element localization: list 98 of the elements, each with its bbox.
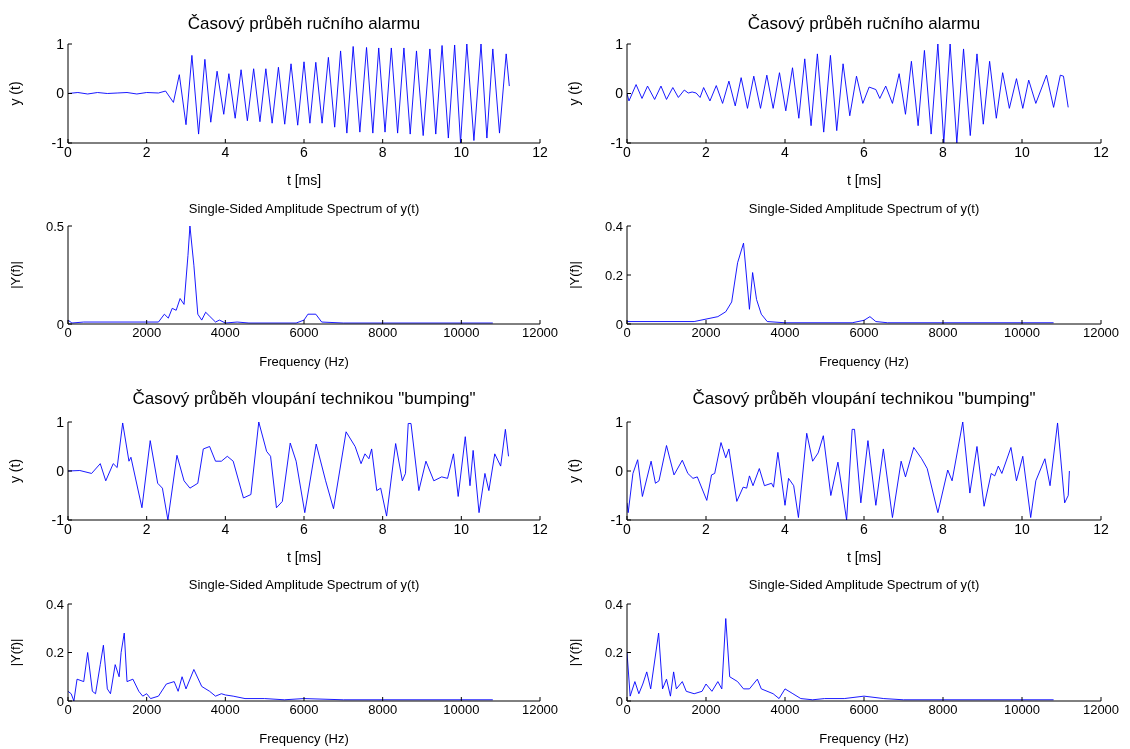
x-tick-label: 2	[142, 143, 151, 160]
line-series	[627, 618, 1055, 701]
y-tick-label: 1	[615, 35, 624, 52]
x-tick-label: 6	[860, 520, 869, 537]
y-tick-label: 0	[56, 462, 65, 479]
x-tick-label: 6000	[289, 702, 319, 718]
y-tick-label: -1	[51, 511, 65, 528]
x-tick-label: 12000	[521, 325, 559, 341]
y-axis-title: y (t)	[6, 81, 23, 106]
y-tick-label: 0.4	[45, 596, 64, 612]
y-tick-label: 0.2	[604, 645, 623, 661]
x-tick-label: 6	[300, 520, 309, 537]
x-tick-label: 8000	[928, 325, 958, 341]
x-tick-label: 10000	[1003, 702, 1041, 718]
x-tick-label: 2000	[691, 702, 721, 718]
chart-title: Časový průběh ručního alarmu	[746, 14, 982, 34]
x-tick-label: 8000	[368, 325, 398, 341]
x-axis-title: t [ms]	[846, 172, 882, 188]
x-tick-label: 10000	[1003, 325, 1041, 341]
x-tick-label: 2000	[132, 702, 162, 718]
x-tick-label: 4000	[210, 325, 240, 341]
line-series	[68, 632, 494, 701]
y-axis-title: y (t)	[565, 458, 582, 484]
y-tick-label: 0.4	[604, 596, 623, 612]
y-axis-title: y (t)	[565, 81, 582, 106]
x-tick-label: 2	[702, 520, 711, 537]
x-tick-label: 12	[532, 520, 548, 537]
x-tick-label: 8000	[368, 702, 398, 718]
x-axis-title: Frequency (Hz)	[259, 731, 349, 746]
x-tick-label: 10	[1014, 520, 1030, 537]
x-tick-label: 4	[221, 143, 230, 160]
chart-title: Časový průběh vloupání technikou "bumping"	[691, 389, 1037, 409]
x-tick-label: 6	[300, 143, 309, 160]
y-tick-label: 0	[615, 462, 624, 479]
x-tick-label: 4	[781, 143, 790, 160]
y-tick-label: 1	[615, 413, 624, 430]
x-tick-label: 12	[532, 143, 548, 160]
x-tick-label: 10	[1014, 143, 1030, 160]
x-axis-title: t [ms]	[846, 549, 882, 565]
x-tick-label: 12	[1093, 143, 1109, 160]
y-axis-title: |Y(f)|	[7, 638, 23, 667]
x-tick-label: 6000	[849, 325, 879, 341]
y-axis-title: y (t)	[6, 458, 23, 484]
y-tick-label: 0	[56, 85, 65, 102]
y-tick-label: 1	[56, 35, 65, 52]
x-tick-label: 2	[142, 520, 151, 537]
chart-title: Single-Sided Amplitude Spectrum of y(t)	[187, 201, 421, 216]
x-tick-label: 8000	[928, 702, 958, 718]
chart-title: Single-Sided Amplitude Spectrum of y(t)	[747, 201, 981, 216]
x-tick-label: 10000	[443, 702, 480, 718]
y-axis-title: |Y(f)|	[566, 261, 582, 289]
x-tick-label: 4	[221, 520, 230, 537]
y-tick-label: -1	[610, 511, 624, 528]
x-tick-label: 4000	[210, 702, 240, 718]
x-axis-title: t [ms]	[286, 172, 322, 188]
line-series	[627, 242, 1055, 324]
chart-title: Single-Sided Amplitude Spectrum of y(t)	[187, 577, 421, 592]
x-tick-label: 8	[939, 520, 948, 537]
x-tick-label: 2	[702, 143, 711, 160]
x-tick-label: 12000	[1082, 325, 1120, 341]
chart-title: Časový průběh vloupání technikou "bumping"	[131, 389, 477, 409]
x-tick-label: 12000	[521, 702, 559, 718]
x-tick-label: 10	[453, 520, 470, 537]
y-tick-label: 0.4	[604, 218, 623, 234]
chart-title: Časový průběh ručního alarmu	[186, 14, 422, 34]
y-tick-label: 1	[56, 413, 65, 430]
x-tick-label: 4	[781, 520, 790, 537]
x-tick-label: 4000	[770, 702, 800, 718]
y-tick-label: 0.2	[45, 645, 64, 661]
x-tick-label: 12	[1093, 520, 1109, 537]
x-tick-label: 8	[378, 520, 387, 537]
x-axis-title: t [ms]	[286, 549, 322, 565]
y-tick-label: 0	[615, 85, 624, 102]
x-tick-label: 10000	[443, 325, 480, 341]
line-series	[68, 44, 510, 143]
x-tick-label: 8	[939, 143, 948, 160]
x-tick-label: 6	[860, 143, 869, 160]
x-tick-label: 12000	[1082, 702, 1120, 718]
x-tick-label: 8	[378, 143, 387, 160]
x-axis-title: Frequency (Hz)	[819, 354, 909, 369]
line-series	[627, 44, 1069, 143]
y-axis-title: |Y(f)|	[7, 261, 23, 289]
y-tick-label: -1	[610, 134, 624, 151]
x-tick-label: 6000	[849, 702, 879, 718]
y-tick-label: 0.5	[45, 218, 64, 234]
x-tick-label: 10	[453, 143, 470, 160]
chart-title: Single-Sided Amplitude Spectrum of y(t)	[747, 577, 981, 592]
x-axis-title: Frequency (Hz)	[259, 354, 349, 369]
y-axis-title: |Y(f)|	[566, 638, 582, 667]
x-axis-title: Frequency (Hz)	[819, 731, 909, 746]
y-tick-label: -1	[51, 134, 65, 151]
x-tick-label: 6000	[289, 325, 319, 341]
x-tick-label: 2000	[691, 325, 721, 341]
x-tick-label: 4000	[770, 325, 800, 341]
y-tick-label: 0.2	[604, 267, 623, 283]
x-tick-label: 2000	[132, 325, 162, 341]
line-series	[68, 226, 494, 324]
line-series	[627, 422, 1070, 520]
